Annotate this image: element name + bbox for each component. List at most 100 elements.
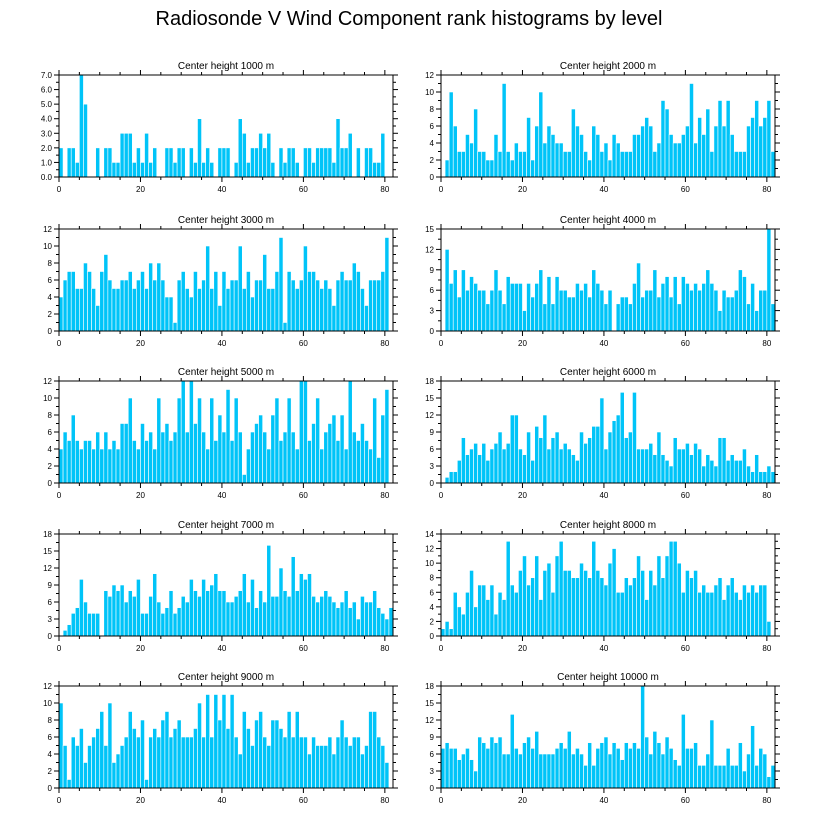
- bar: [514, 748, 519, 789]
- x-tick-label: 40: [217, 644, 226, 653]
- bar: [440, 628, 446, 637]
- y-tick-label: 5.0: [41, 100, 53, 109]
- y-tick-label: 12: [425, 545, 434, 554]
- bar: [351, 262, 357, 332]
- x-tick-label: 80: [762, 644, 771, 653]
- bar: [254, 719, 259, 789]
- bar: [241, 573, 247, 637]
- bar: [729, 454, 735, 484]
- bar: [266, 448, 272, 484]
- bar: [493, 134, 499, 178]
- bar: [189, 736, 194, 789]
- panel-title: Center height 9000 m: [178, 672, 274, 683]
- bar: [725, 296, 731, 332]
- bar: [164, 711, 170, 789]
- bar: [591, 426, 597, 484]
- bar: [701, 765, 707, 789]
- y-tick-label: 8: [430, 105, 435, 114]
- bar: [652, 584, 658, 637]
- bar: [542, 570, 548, 637]
- bar: [70, 613, 76, 637]
- bar: [558, 742, 564, 789]
- bar: [278, 440, 284, 484]
- bar: [628, 303, 633, 332]
- bar: [571, 753, 576, 789]
- y-tick-label: 2: [48, 462, 53, 471]
- bar: [448, 628, 454, 637]
- bar: [676, 142, 682, 178]
- x-tick-label: 20: [136, 491, 145, 500]
- bar: [591, 540, 597, 637]
- bar: [681, 714, 686, 789]
- bar: [229, 601, 235, 637]
- y-tick-label: 0: [430, 479, 435, 488]
- bar: [278, 237, 284, 332]
- bar: [343, 448, 349, 484]
- bar: [274, 271, 280, 332]
- bar: [225, 728, 231, 789]
- bar: [290, 279, 296, 332]
- y-tick-label: 0: [430, 327, 435, 336]
- bar: [636, 262, 641, 332]
- bar: [172, 162, 178, 178]
- bar: [217, 305, 223, 332]
- bar: [136, 579, 141, 637]
- bar: [762, 289, 768, 332]
- bar: [509, 584, 515, 637]
- bar: [693, 142, 698, 178]
- bar: [229, 440, 235, 484]
- bar: [123, 279, 129, 332]
- bar: [725, 100, 731, 178]
- bar: [689, 454, 694, 484]
- bar: [372, 711, 378, 789]
- bar: [493, 443, 499, 484]
- bar: [152, 728, 158, 789]
- bar: [505, 443, 511, 484]
- bar: [758, 748, 764, 789]
- bar: [632, 577, 637, 637]
- bar: [270, 414, 276, 484]
- bar: [123, 423, 129, 484]
- bar: [282, 322, 288, 332]
- bar: [343, 147, 349, 178]
- bar: [83, 601, 88, 637]
- bar: [587, 742, 593, 789]
- bar: [74, 745, 80, 789]
- bar: [571, 296, 576, 332]
- bar: [91, 288, 96, 332]
- bar: [448, 283, 454, 332]
- bar: [550, 437, 556, 484]
- bar: [469, 570, 474, 637]
- bar: [119, 279, 125, 332]
- bar: [489, 289, 495, 332]
- bar: [339, 271, 345, 332]
- bar: [79, 728, 84, 789]
- bar: [303, 579, 308, 637]
- bar: [595, 570, 601, 637]
- bar: [526, 283, 531, 332]
- bar: [579, 562, 584, 637]
- bar: [376, 279, 382, 332]
- bar: [587, 159, 593, 178]
- bar: [526, 117, 531, 178]
- bar: [152, 573, 158, 637]
- bar: [119, 423, 125, 484]
- bar: [119, 745, 125, 789]
- bar: [262, 601, 268, 637]
- bar: [99, 448, 105, 484]
- y-tick-label: 8: [430, 574, 435, 583]
- bar: [709, 283, 715, 332]
- bar: [664, 555, 670, 637]
- bar: [127, 271, 133, 332]
- bar: [91, 613, 96, 637]
- bar: [583, 765, 588, 789]
- bar: [522, 742, 527, 789]
- bar: [66, 147, 72, 178]
- bar: [473, 283, 478, 332]
- bar: [505, 276, 511, 332]
- x-tick-label: 60: [299, 796, 308, 805]
- bar: [209, 162, 215, 178]
- bar: [738, 599, 743, 637]
- bar: [241, 288, 247, 332]
- x-tick-label: 80: [762, 491, 771, 500]
